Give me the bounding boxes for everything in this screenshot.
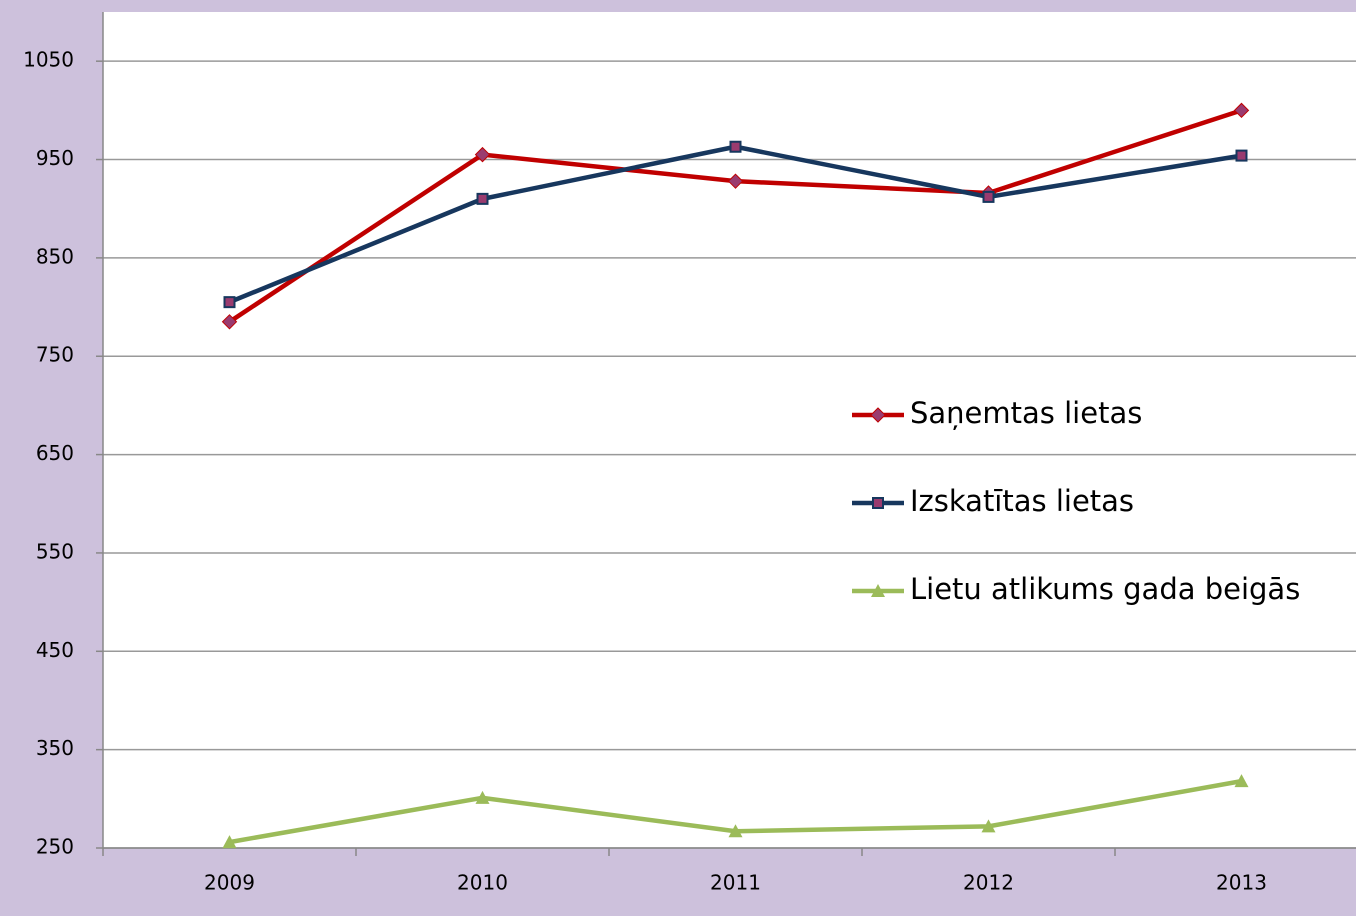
y-tick-label: 950 [36, 146, 74, 170]
marker [727, 173, 744, 189]
legend-label: Izskatītas lietas [910, 484, 1134, 518]
y-tick-label: 250 [36, 835, 74, 859]
y-tick-label: 450 [36, 638, 74, 662]
marker [728, 824, 743, 838]
marker [222, 835, 237, 849]
x-tick-label: 2009 [204, 871, 255, 895]
x-tick-label: 2010 [457, 871, 508, 895]
marker [1234, 774, 1249, 788]
y-tick-label: 850 [36, 244, 74, 268]
plot-area [103, 12, 1356, 848]
marker [729, 140, 742, 153]
marker [871, 584, 885, 597]
y-tick-label: 650 [36, 441, 74, 465]
marker [1233, 102, 1250, 119]
marker [982, 190, 995, 203]
y-tick-label: 350 [36, 736, 74, 760]
x-tick-label: 2012 [963, 871, 1014, 895]
marker [221, 314, 238, 330]
marker [475, 790, 490, 804]
legend-label: Lietu atlikums gada beigās [910, 572, 1300, 606]
marker [870, 407, 886, 423]
x-tick-label: 2011 [710, 871, 761, 895]
marker [474, 146, 491, 163]
marker [223, 296, 236, 309]
marker [1235, 149, 1248, 162]
y-tick-label: 750 [36, 343, 74, 367]
marker [981, 819, 996, 833]
y-tick-label: 550 [36, 539, 74, 563]
legend-label: Saņemtas lietas [910, 396, 1142, 430]
marker [476, 192, 489, 205]
x-tick-label: 2013 [1216, 871, 1267, 895]
marker [872, 497, 884, 509]
y-tick-label: 1050 [23, 48, 74, 72]
